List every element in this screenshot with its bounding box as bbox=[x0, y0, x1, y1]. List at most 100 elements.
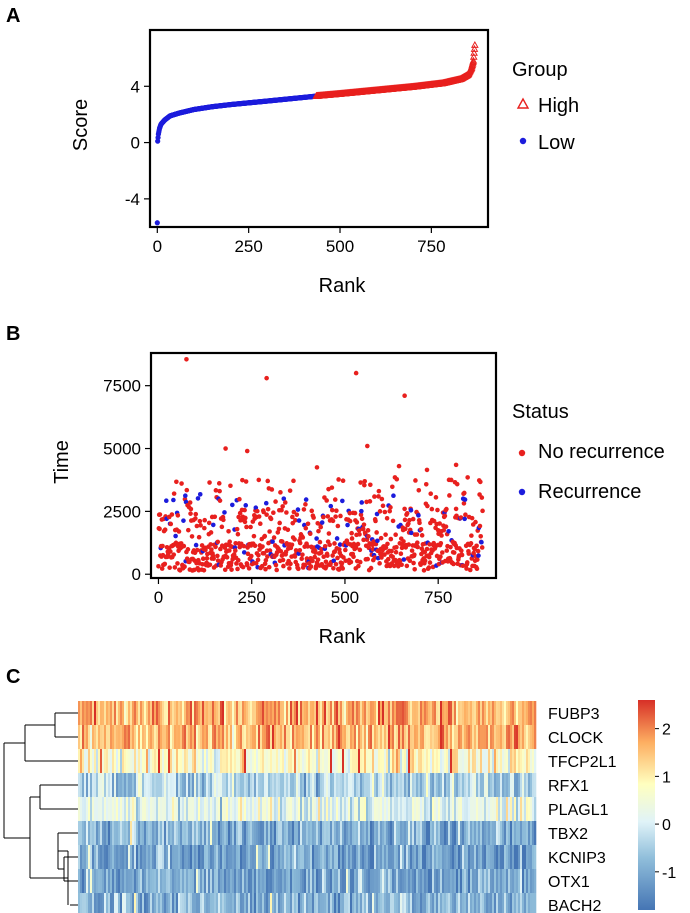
heatmap-cell bbox=[270, 749, 273, 773]
heatmap-cell bbox=[284, 869, 287, 893]
heatmap-cell bbox=[278, 797, 281, 821]
point-no-recurrence bbox=[204, 556, 210, 561]
heatmap-cell bbox=[464, 845, 467, 869]
heatmap-cell bbox=[410, 749, 413, 773]
heatmap-cell bbox=[338, 725, 341, 749]
point-no-recurrence bbox=[459, 548, 464, 553]
heatmap-cell bbox=[338, 773, 341, 797]
heatmap-cell bbox=[476, 749, 479, 773]
heatmap-cell bbox=[184, 869, 187, 893]
heatmap-cell bbox=[234, 773, 237, 797]
heatmap-cell bbox=[162, 821, 165, 845]
point-recurrence bbox=[296, 518, 302, 523]
heatmap-cell bbox=[304, 701, 307, 725]
heatmap-cell bbox=[396, 749, 399, 773]
heatmap-cell bbox=[520, 845, 523, 869]
heatmap-cell bbox=[422, 701, 425, 725]
heatmap-cell bbox=[404, 701, 407, 725]
heatmap-cell bbox=[276, 845, 279, 869]
heatmap-cell bbox=[364, 725, 367, 749]
heatmap-cell bbox=[304, 845, 307, 869]
heatmap-cell bbox=[112, 869, 115, 893]
legend-status: Status No recurrence Recurrence bbox=[512, 401, 665, 503]
point-no-recurrence bbox=[282, 500, 288, 505]
point-no-recurrence bbox=[261, 551, 267, 556]
heatmap-cell bbox=[150, 701, 153, 725]
heatmap-cell bbox=[494, 701, 497, 725]
heatmap-cell bbox=[140, 797, 143, 821]
heatmap-cell bbox=[292, 845, 295, 869]
heatmap-cell bbox=[190, 725, 193, 749]
heatmap-cell bbox=[426, 797, 429, 821]
heatmap-cell bbox=[290, 725, 293, 749]
dendro-branch-kcnip3-otx1 bbox=[63, 856, 78, 882]
heatmap-cell bbox=[406, 749, 409, 773]
heatmap-cell bbox=[164, 701, 167, 725]
heatmap-cell bbox=[122, 773, 125, 797]
heatmap-cell bbox=[226, 869, 229, 893]
heatmap-cell bbox=[514, 749, 517, 773]
point-no-recurrence bbox=[189, 534, 195, 539]
heatmap-cell bbox=[292, 749, 295, 773]
heatmap-cell bbox=[506, 821, 509, 845]
heatmap-cell bbox=[80, 869, 83, 893]
point-recurrence bbox=[222, 510, 227, 515]
heatmap-cell bbox=[254, 821, 257, 845]
heatmap-cell bbox=[106, 821, 109, 845]
heatmap-cell bbox=[358, 845, 361, 869]
heatmap-cell bbox=[502, 725, 505, 749]
heatmap-cell bbox=[258, 845, 261, 869]
heatmap-cell bbox=[252, 773, 255, 797]
heatmap-cell bbox=[212, 701, 215, 725]
heatmap-cell bbox=[378, 869, 381, 893]
heatmap-cell bbox=[508, 893, 511, 913]
heatmap-cell bbox=[228, 725, 231, 749]
heatmap-cell bbox=[270, 797, 273, 821]
heatmap-cell bbox=[176, 869, 179, 893]
heatmap-cell bbox=[394, 773, 397, 797]
heatmap-cell bbox=[420, 701, 423, 725]
heatmap-cell bbox=[388, 701, 391, 725]
heatmap-cell bbox=[292, 797, 295, 821]
heatmap-cell bbox=[124, 893, 127, 913]
heatmap-cell bbox=[88, 869, 91, 893]
heatmap-cell bbox=[104, 773, 107, 797]
heatmap-cell bbox=[266, 773, 269, 797]
heatmap-cell bbox=[242, 845, 245, 869]
heatmap-cell bbox=[534, 893, 537, 913]
heatmap-cell bbox=[492, 893, 495, 913]
heatmap-cell bbox=[400, 845, 403, 869]
heatmap-cell bbox=[514, 893, 517, 913]
heatmap-cell bbox=[238, 845, 241, 869]
point-recurrence bbox=[193, 542, 199, 548]
heatmap-cell bbox=[182, 701, 185, 725]
heatmap-cell bbox=[296, 749, 299, 773]
heatmap-cell bbox=[336, 869, 339, 893]
point-no-recurrence bbox=[193, 511, 199, 517]
heatmap-cell bbox=[440, 821, 443, 845]
heatmap-cell bbox=[484, 701, 487, 725]
point-recurrence bbox=[408, 508, 414, 513]
heatmap-cell bbox=[118, 797, 121, 821]
point-no-recurrence bbox=[431, 518, 437, 524]
heatmap-cell bbox=[360, 869, 363, 893]
heatmap-cell bbox=[218, 869, 221, 893]
heatmap-cell bbox=[432, 869, 435, 893]
heatmap-cell bbox=[484, 845, 487, 869]
heatmap-cell bbox=[502, 797, 505, 821]
dendro-root bbox=[3, 742, 30, 839]
heatmap-cell bbox=[482, 725, 485, 749]
heatmap-cell bbox=[104, 701, 107, 725]
heatmap-cell bbox=[110, 701, 113, 725]
heatmap-cell bbox=[318, 845, 321, 869]
point-no-recurrence bbox=[480, 508, 485, 514]
heatmap-cell bbox=[458, 701, 461, 725]
heatmap-cell bbox=[118, 725, 121, 749]
heatmap-cell bbox=[528, 821, 531, 845]
heatmap-cell bbox=[246, 749, 249, 773]
heatmap-cell bbox=[86, 725, 89, 749]
heatmap-cell bbox=[310, 893, 313, 913]
point-no-recurrence bbox=[256, 552, 261, 558]
heatmap-cell bbox=[442, 773, 445, 797]
heatmap-cell bbox=[286, 749, 289, 773]
